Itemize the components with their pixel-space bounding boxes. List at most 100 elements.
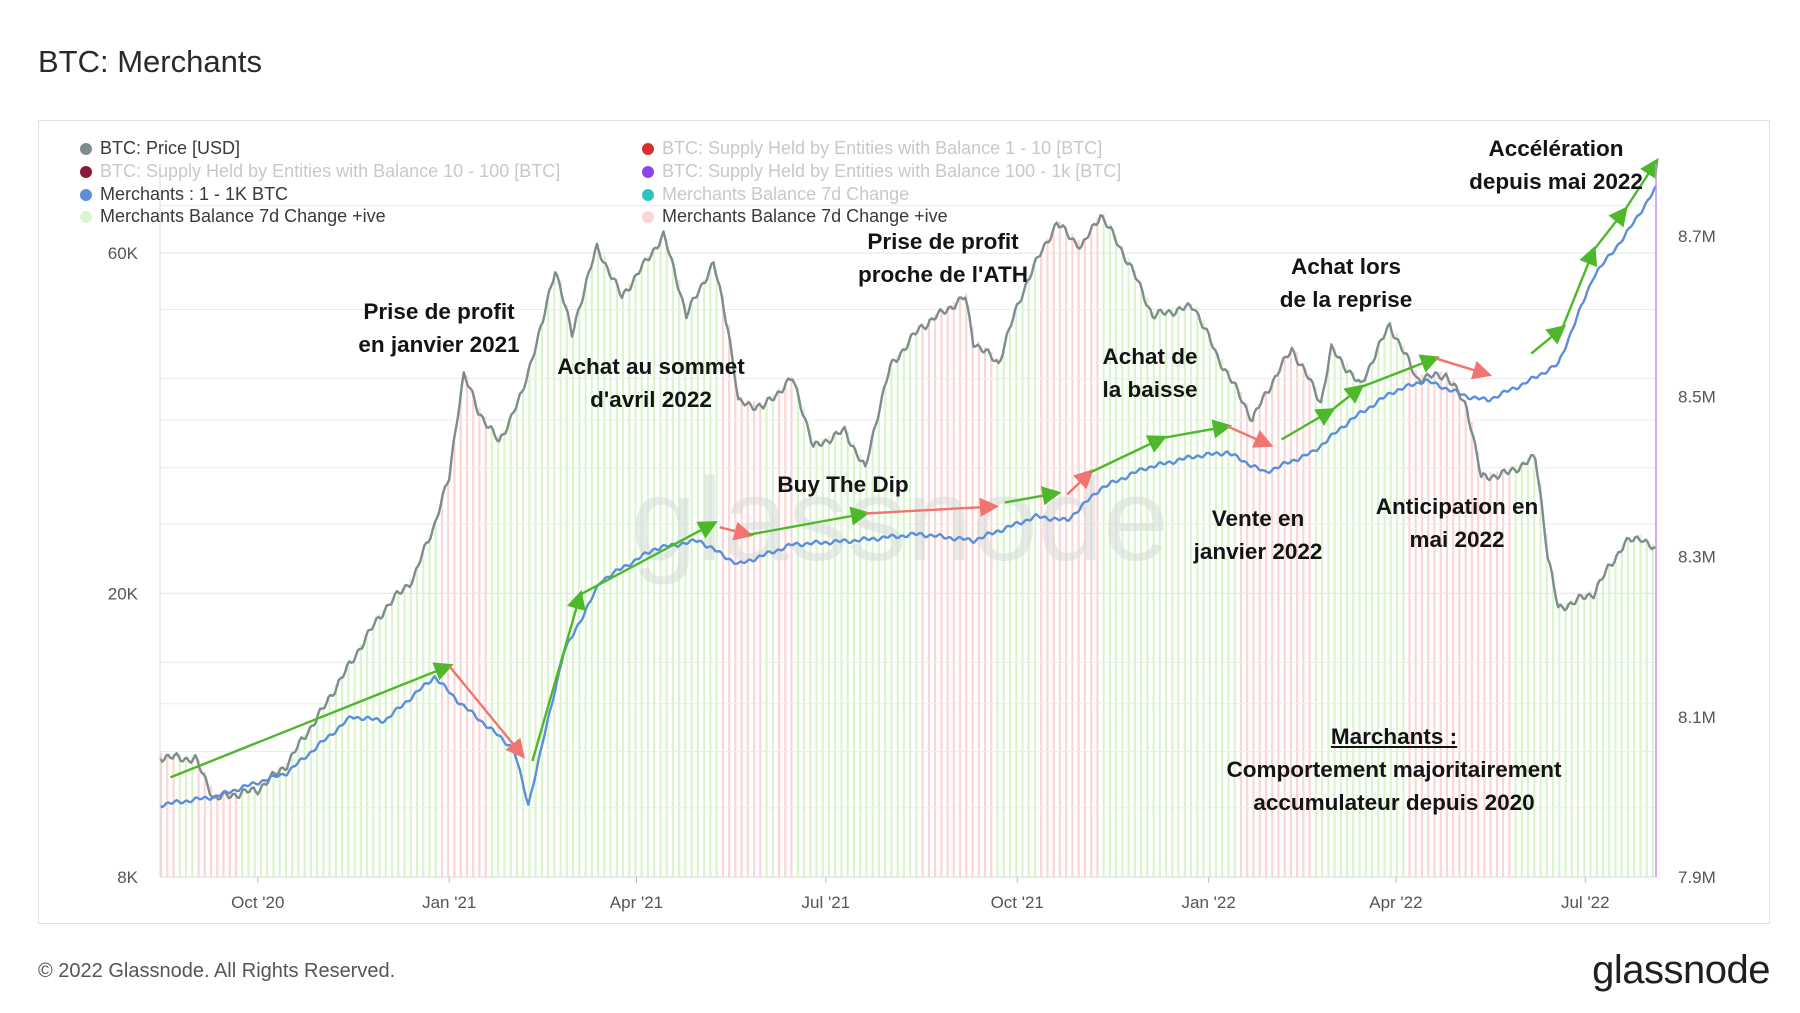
trend-arrow-down: [1435, 357, 1493, 380]
bar-negative-change: [740, 399, 743, 877]
x-tick-label: Apr '21: [610, 893, 663, 912]
bar-positive-change: [696, 290, 699, 877]
bar-positive-change: [834, 432, 837, 877]
bar-positive-change: [1527, 458, 1530, 877]
bar-negative-change: [1495, 471, 1498, 877]
trend-arrow-down: [1226, 425, 1274, 448]
bar-positive-change: [877, 410, 880, 877]
bar-positive-change: [827, 435, 831, 877]
legend-merchants-7d-negative[interactable]: Merchants Balance 7d Change +ive: [642, 206, 948, 227]
trend-arrow-up: [169, 662, 454, 779]
bar-positive-change: [703, 278, 706, 878]
bar-negative-change: [1408, 357, 1411, 877]
bar-positive-change: [1520, 461, 1523, 877]
bar-positive-change: [522, 390, 525, 877]
bar-positive-change: [1370, 359, 1374, 877]
bar-positive-change: [996, 357, 999, 877]
bar-positive-change: [1115, 234, 1118, 878]
bar-positive-change: [896, 354, 899, 878]
bar-positive-change: [509, 416, 512, 877]
bar-positive-change: [359, 644, 362, 877]
bar-negative-change: [1096, 217, 1099, 877]
trend-arrow-up: [1280, 407, 1336, 441]
bar-negative-change: [959, 297, 962, 877]
legend-merchants-7d-positive[interactable]: Merchants Balance 7d Change +ive: [80, 206, 386, 227]
legend-supply-10-100[interactable]: BTC: Supply Held by Entities with Balanc…: [80, 161, 560, 182]
bar-negative-change: [1077, 239, 1080, 878]
legend-supply-1-10[interactable]: BTC: Supply Held by Entities with Balanc…: [642, 138, 1102, 159]
trend-arrow-up: [748, 506, 871, 536]
trend-arrow-up: [1330, 384, 1365, 412]
bar-positive-change: [241, 789, 244, 877]
legend-price[interactable]: BTC: Price [USD]: [80, 138, 240, 159]
bar-negative-change: [746, 400, 749, 877]
bar-negative-change: [1071, 233, 1074, 878]
bar-positive-change: [503, 429, 506, 877]
bar-positive-change: [540, 324, 543, 877]
bar-positive-change: [515, 403, 518, 877]
bar-positive-change: [646, 256, 650, 877]
legend-supply-100-1k[interactable]: BTC: Supply Held by Entities with Balanc…: [642, 161, 1121, 182]
bar-negative-change: [228, 791, 231, 877]
bar-positive-change: [852, 441, 856, 877]
bar-positive-change: [409, 578, 412, 877]
bar-negative-change: [1271, 380, 1274, 877]
bar-positive-change: [671, 258, 674, 877]
trend-arrow-up: [1530, 324, 1567, 355]
bar-positive-change: [1183, 304, 1186, 877]
trend-arrow-down: [865, 497, 1000, 517]
bar-negative-change: [965, 293, 968, 877]
bar-positive-change: [559, 280, 562, 877]
legend-merchants-7d-change[interactable]: Merchants Balance 7d Change: [642, 184, 909, 205]
y-right-tick-label: 8.5M: [1678, 387, 1716, 406]
bar-positive-change: [621, 293, 625, 877]
annotation-achat-baisse: Achat de la baisse: [1102, 344, 1198, 402]
bar-positive-change: [765, 400, 768, 877]
bar-negative-change: [222, 793, 225, 877]
bar-negative-change: [1252, 416, 1255, 877]
bar-positive-change: [266, 778, 269, 877]
bar-positive-change: [640, 265, 643, 877]
bar-negative-change: [728, 324, 731, 877]
x-tick-label: Oct '21: [991, 893, 1044, 912]
bar-negative-change: [1296, 352, 1299, 877]
annotation-marchants: Marchants : Comportement majoritairement…: [1226, 724, 1562, 815]
bar-negative-change: [952, 301, 955, 878]
bar-positive-change: [690, 303, 693, 877]
bar-negative-change: [1052, 227, 1055, 877]
bar-positive-change: [1133, 269, 1136, 877]
trend-arrow-down: [448, 665, 526, 759]
bar-positive-change: [528, 367, 531, 877]
bar-positive-change: [1221, 359, 1224, 878]
bar-positive-change: [1595, 585, 1598, 877]
bar-positive-change: [1189, 303, 1193, 877]
trend-arrow-up: [1592, 206, 1628, 251]
x-tick-label: Apr '22: [1369, 893, 1422, 912]
bar-positive-change: [185, 754, 188, 877]
bar-positive-change: [1558, 605, 1561, 877]
y-left-tick-label: 60K: [108, 244, 139, 263]
bar-positive-change: [309, 724, 312, 877]
bar-positive-change: [871, 436, 874, 877]
bar-positive-change: [284, 762, 287, 877]
bar-positive-change: [1146, 297, 1149, 877]
bar-positive-change: [334, 684, 337, 877]
bar-positive-change: [1358, 379, 1361, 877]
bar-positive-change: [303, 733, 306, 877]
bar-positive-change: [1614, 555, 1617, 877]
bar-positive-change: [915, 329, 918, 877]
bar-negative-change: [447, 480, 450, 877]
trend-arrow-up: [1004, 486, 1062, 506]
bar-positive-change: [1383, 333, 1386, 877]
bar-negative-change: [983, 346, 987, 877]
bar-negative-change: [1289, 348, 1292, 877]
bar-negative-change: [209, 785, 213, 877]
bar-positive-change: [1395, 332, 1399, 877]
bar-negative-change: [721, 295, 724, 878]
bar-positive-change: [909, 337, 912, 877]
bar-positive-change: [1233, 380, 1236, 877]
legend-merchants[interactable]: Merchants : 1 - 1K BTC: [80, 184, 288, 205]
bar-negative-change: [927, 318, 930, 877]
bar-positive-change: [1601, 575, 1605, 877]
trend-arrow-up: [579, 521, 718, 596]
